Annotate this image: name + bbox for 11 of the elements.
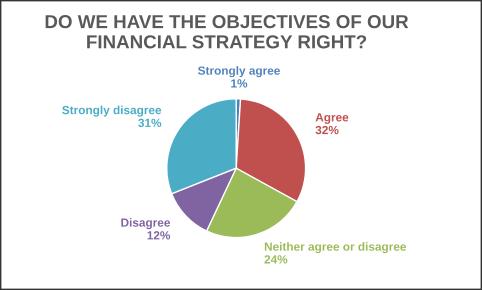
slice-label: Disagree <box>121 218 170 230</box>
data-label: 1% <box>231 79 248 88</box>
chart-title: DO WE HAVE THE OBJECTIVES OF OUR FINANCIAL STRATEGY RIGHT? <box>46 14 408 48</box>
slice-label: Neither agree or disagree <box>264 242 406 254</box>
slice-label: Strongly agree <box>198 66 280 78</box>
data-label: 12% <box>148 231 170 240</box>
data-label: 24% <box>264 255 288 264</box>
slice-label: Agree <box>316 113 348 124</box>
data-label: 31% <box>138 118 162 128</box>
slice-label: Strongly disagree <box>62 106 162 117</box>
data-label: 32% <box>316 126 339 134</box>
